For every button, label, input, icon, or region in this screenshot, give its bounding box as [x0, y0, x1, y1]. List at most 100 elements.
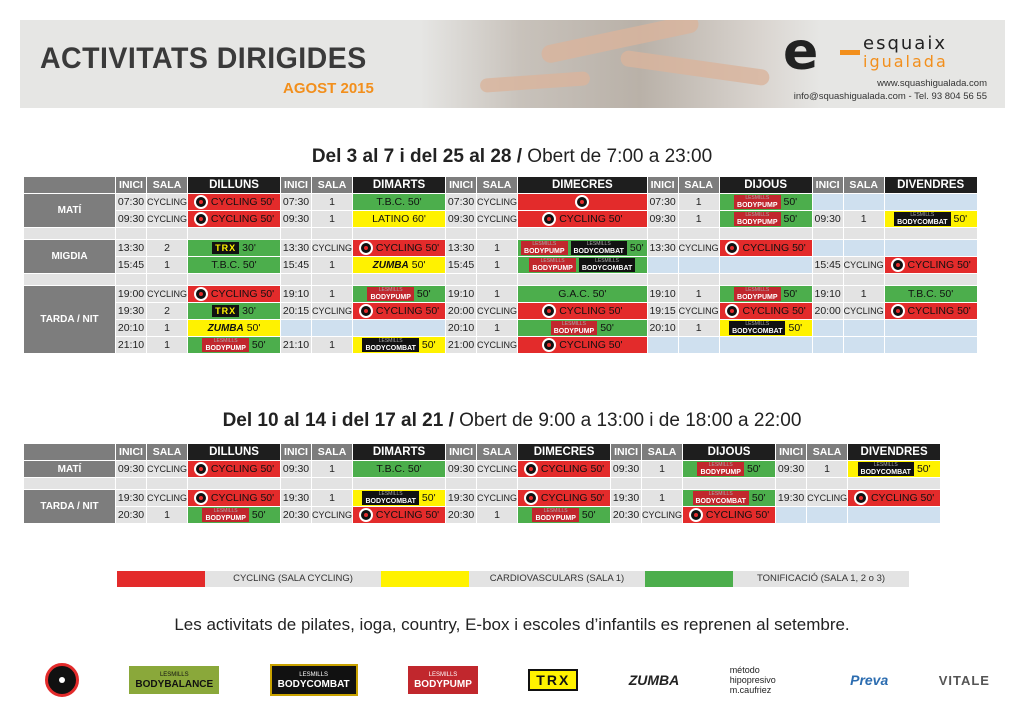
cycling-wheel-icon [725, 304, 740, 318]
start-time: 15:45 [115, 256, 147, 274]
start-time: 09:30 [610, 460, 643, 478]
col-sala: SALA [145, 443, 189, 461]
activity-cell: LESMILLS BODYPUMP 50' [352, 285, 447, 303]
cycling-wheel-icon [542, 338, 557, 352]
start-time: 07:30 [445, 193, 478, 211]
legend-label-cycling: CYCLING (SALA CYCLING) [205, 571, 381, 587]
activity-label: 30' [242, 242, 256, 254]
activity-label: CYCLING 50' [705, 509, 770, 521]
section1-hours: Obert de 7:00 a 23:00 [527, 146, 713, 167]
start-time [811, 336, 844, 354]
room: CYCLING [476, 460, 519, 478]
start-time: 21:10 [280, 336, 313, 354]
start-time: 09:30 [280, 210, 313, 228]
activity-label: CYCLING 50' [210, 288, 275, 300]
room: CYCLING [476, 302, 519, 320]
brand-city: igualada [863, 52, 948, 71]
empty-cell [883, 239, 978, 257]
empty-cell [718, 336, 813, 354]
activity-cell: ZUMBA 50' [187, 319, 282, 337]
preva-logo: Preva [850, 672, 889, 688]
col-day-dilluns: DILLUNS [187, 176, 282, 194]
bodycombat-logo-icon: LESMILLS BODYCOMBAT [570, 241, 627, 255]
start-time [775, 506, 808, 524]
legend-label-cardio: CARDIOVASCULARS (SALA 1) [469, 571, 645, 587]
col-inici: INICI [646, 176, 679, 194]
room: 1 [476, 506, 519, 524]
activity-cell: LESMILLS BODYCOMBAT 50' [883, 210, 978, 228]
page-subtitle: AGOST 2015 [283, 80, 374, 97]
activity-label: 50' [600, 322, 614, 334]
start-time: 19:30 [115, 489, 147, 507]
room: 1 [311, 460, 354, 478]
bodypump-logo-icon: LESMILLS BODYPUMP [367, 287, 414, 301]
start-time: 09:30 [445, 210, 478, 228]
activity-cell: LESMILLS BODYPUMP 50' [682, 460, 777, 478]
activity-cell: CYCLING 50' [682, 506, 777, 524]
activity-cell: CYCLING 50' [517, 302, 648, 320]
start-time: 19:30 [610, 489, 643, 507]
activity-cell: CYCLING 50' [883, 256, 978, 274]
activity-label: CYCLING 50' [559, 339, 623, 351]
start-time: 19:00 [115, 285, 147, 303]
activity-label: 50' [629, 242, 644, 254]
col-sala: SALA [476, 176, 519, 194]
activity-cell: T.B.C. 50' [352, 460, 447, 478]
activity-cell: LESMILLS BODYCOMBAT 50' [352, 336, 447, 354]
cycling-wheel-logo-icon [45, 663, 79, 697]
start-time: 09:30 [811, 210, 844, 228]
header-photo [420, 20, 820, 108]
room: CYCLING [145, 210, 189, 228]
room [806, 506, 849, 524]
bodypump-logo-icon: LESMILLS BODYPUMP [734, 212, 781, 226]
activity-label: 50' [251, 509, 266, 521]
room: CYCLING [476, 210, 519, 228]
email-phone: info@squashigualada.com - Tel. 93 804 56… [793, 91, 987, 102]
cycling-wheel-icon [523, 491, 538, 505]
room [842, 239, 885, 257]
start-time: 19:30 [115, 302, 147, 320]
activity-cell: CYCLING 50' [517, 460, 612, 478]
col-inici: INICI [115, 176, 147, 194]
activity-label: 50' [421, 339, 436, 351]
room [677, 336, 720, 354]
activity-label: CYCLING 50' [210, 463, 275, 475]
room: CYCLING [476, 193, 519, 211]
room: CYCLING [145, 285, 189, 303]
start-time: 09:30 [445, 460, 478, 478]
activity-cell: CYCLING 50' [517, 336, 648, 354]
schedule-row: MATÍ 09:30 CYCLING CYCLING 50' 09:30 1 T.B.C. … [23, 460, 942, 478]
start-time: 19:10 [280, 285, 313, 303]
schedule-table-2: INICI SALA DILLUNS INICI SALA DIMARTS INICI SAL… [23, 443, 942, 524]
website[interactable]: www.squashigualada.com [877, 78, 987, 89]
schedule-row: MATÍ 07:30 CYCLING CYCLING 50' 07:30 1 T.B.C. … [23, 193, 978, 228]
col-day-dijous: DIJOUS [718, 176, 813, 194]
empty-cell [718, 256, 813, 274]
zumba-logo-icon: ZUMBA [372, 259, 409, 271]
col-sala: SALA [842, 176, 885, 194]
col-inici: INICI [811, 176, 844, 194]
room: CYCLING [476, 336, 519, 354]
bodypump-logo-icon: LESMILLS BODYPUMP [529, 258, 576, 272]
activity-cell: CYCLING 50' [187, 210, 282, 228]
room: 1 [677, 285, 720, 303]
activity-label: CYCLING 50' [375, 509, 440, 521]
col-inici: INICI [280, 443, 313, 461]
spacer-row [23, 227, 978, 240]
schedule-row: 20:30 1 LESMILLS BODYPUMP 50' 20:30 CYCLING CYC… [24, 506, 942, 524]
room: 1 [842, 210, 885, 228]
room: 1 [311, 285, 354, 303]
activity-cell: LESMILLS BODYCOMBAT 50' [682, 489, 777, 507]
room: 1 [145, 256, 189, 274]
bodypump-logo-icon: LESMILLS BODYPUMP [521, 241, 568, 255]
schedule-table-1: INICI SALA DILLUNS INICI SALA DIMARTS INICI SAL… [23, 176, 978, 354]
activity-cell: CYCLING 50' [517, 489, 612, 507]
start-time: 20:10 [115, 319, 147, 337]
activity-label: CYCLING 50' [375, 242, 440, 254]
cycling-wheel-icon [542, 212, 557, 226]
start-time: 20:00 [445, 302, 478, 320]
section2-dates: Del 10 al 14 i del 17 al 21 / [222, 410, 454, 431]
bodypump-logo-icon: LESMILLS BODYPUMP [734, 195, 781, 209]
activity-label: CYCLING 50' [210, 213, 275, 225]
activity-cell: LESMILLS BODYPUMP 50' [517, 319, 648, 337]
